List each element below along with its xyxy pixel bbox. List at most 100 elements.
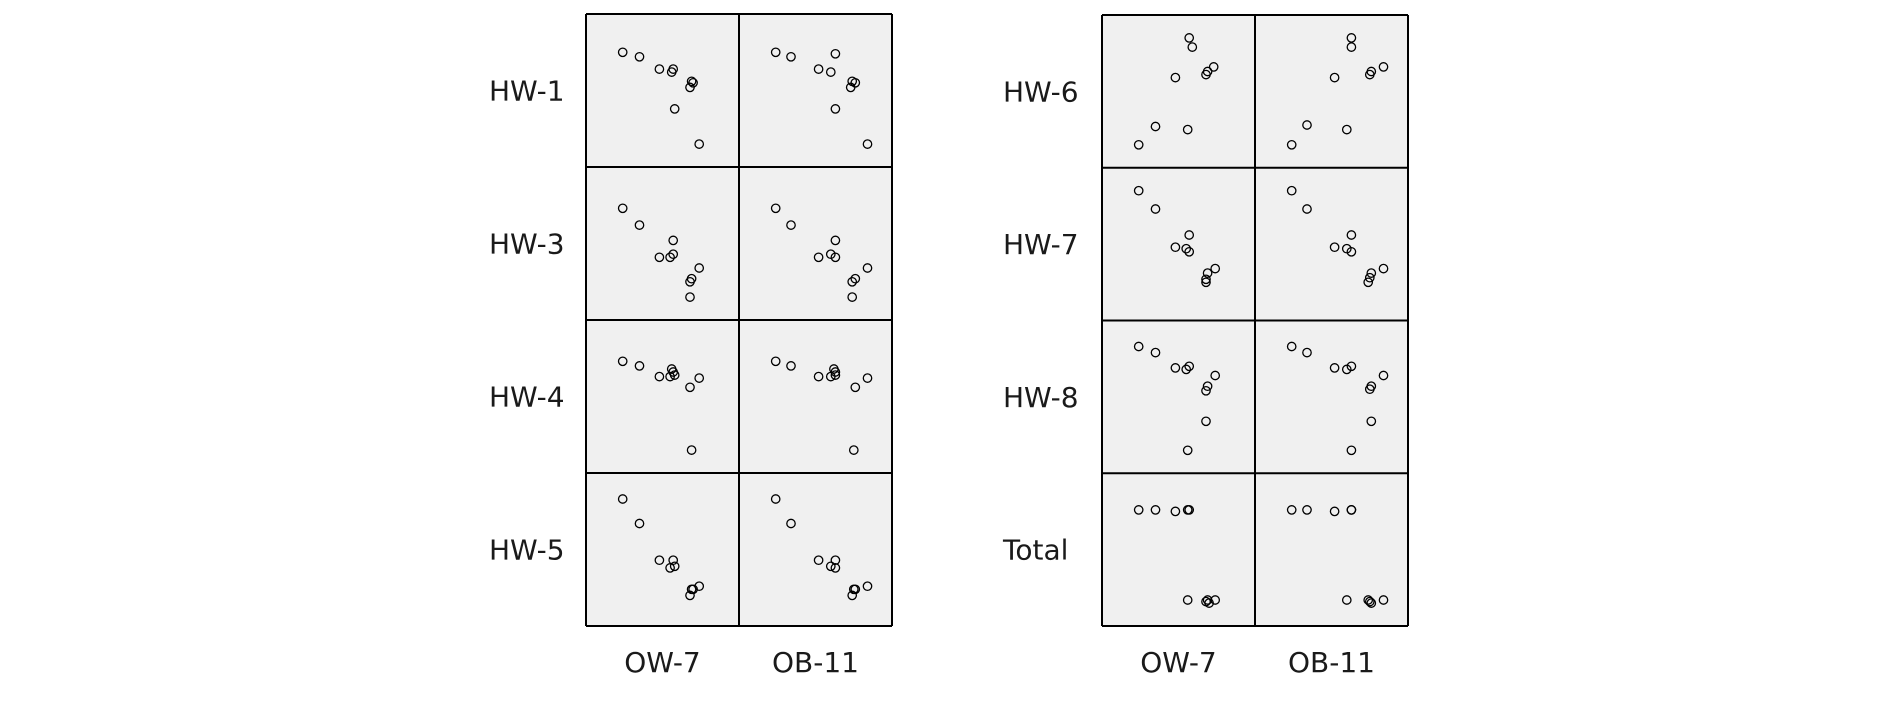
scatter-point [685,276,695,287]
scatter-point [813,252,824,263]
scatter-point [686,445,697,455]
scatter-panel [1102,15,1255,168]
scatter-point [685,292,695,302]
scatter-point [685,590,695,601]
scatter-point [850,273,861,284]
scatter-point [1170,72,1181,83]
scatter-point [665,252,675,263]
row-label: HW-1 [489,75,565,108]
matrix-1: HW-1 HW-3 HW-4 HW-5 OW-7 OB-11 [489,13,893,679]
scatter-point [1286,185,1297,196]
scatter-point [1346,246,1357,257]
row-label: HW-4 [489,381,565,414]
scatter-point [654,252,665,263]
matrix-frame [1101,14,1409,627]
scatter-point [830,252,841,263]
scatter-point [830,370,841,380]
scatter-point [1201,416,1211,427]
scatter-point [1182,595,1193,605]
scatter-point [847,590,858,601]
scatter-point [813,371,824,382]
scatter-point [825,67,836,77]
scatter-point [845,82,856,93]
scatter-point [862,139,873,149]
scatter-point [1210,595,1221,605]
scatter-point [1133,505,1144,515]
scatter-point [1170,506,1181,517]
scatter-point [617,47,628,58]
row-label: HW-8 [1003,381,1079,414]
scatter-point [634,51,645,62]
scatter-point [1346,361,1357,372]
scatter-point [1364,272,1375,283]
matrix-frame [585,13,893,627]
scatter-point [617,203,628,214]
scatter-point [1201,385,1211,396]
scatter-point [862,263,873,273]
scatter-point [1150,505,1161,515]
scatter-point [1302,120,1312,130]
scatter-panel [739,473,892,626]
scatter-point [617,356,628,367]
scatter-point [1346,230,1357,240]
scatter-point [1346,33,1357,43]
scatter-point [1170,363,1181,373]
scatter-panel [586,14,739,167]
scatter-panel [739,320,892,473]
scatter-panel [739,14,892,167]
scatter-point [862,373,873,383]
scatter-point [1208,62,1219,72]
scatter-point [1364,384,1375,395]
scatter-panel [1255,320,1408,474]
scatter-panel [1102,320,1255,474]
scatter-point [1363,595,1374,605]
scatter-point [786,518,796,529]
row-label: Total [1002,534,1068,567]
scatter-point [1201,274,1211,285]
scatter-panel [1255,473,1408,626]
scatter-panel [586,320,739,473]
scatter-point [685,82,695,93]
scatter-point [634,518,645,529]
scatter-point [666,67,677,77]
scatter-point [694,373,705,383]
scatter-point [1302,347,1312,358]
scatter-point [669,104,680,114]
scatter-point [686,584,697,595]
scatter-point [770,203,781,214]
scatter-point [1182,445,1193,456]
scatter-point [1133,185,1144,196]
scatter-point [1184,33,1195,43]
scatter-point [1184,230,1195,240]
scatter-point [1150,204,1161,214]
scatter-point [1302,505,1312,515]
scatter-point [1133,341,1144,352]
scatter-point [634,361,645,371]
scatter-point [686,76,697,87]
scatter-point [1184,361,1195,372]
scatter-point [1302,204,1312,214]
scatter-point [813,64,824,74]
scatter-point [1363,277,1374,288]
scatter-point [1378,263,1389,274]
scatter-point [830,555,841,566]
scatter-point [617,494,628,504]
scatter-point [1341,124,1352,135]
scatter-point [1378,595,1389,605]
scatter-point [770,47,781,58]
scatter-point [668,235,679,246]
scatter-point [654,555,665,566]
scatter-point [825,561,836,572]
scatter-point [1202,268,1213,278]
scatter-point [1181,243,1192,254]
matrix-2: HW-6 HW-7 HW-8 Total OW-7 OB-11 [1002,14,1409,679]
scatter-point [786,51,796,62]
scatter-point [669,561,680,572]
scatter-point [1329,242,1340,253]
scatter-point [654,64,665,74]
scatter-point [1204,598,1214,608]
scatter-point [1364,596,1375,607]
scatter-point [830,104,841,114]
scatter-point [848,584,859,595]
scatter-point [1202,381,1213,392]
